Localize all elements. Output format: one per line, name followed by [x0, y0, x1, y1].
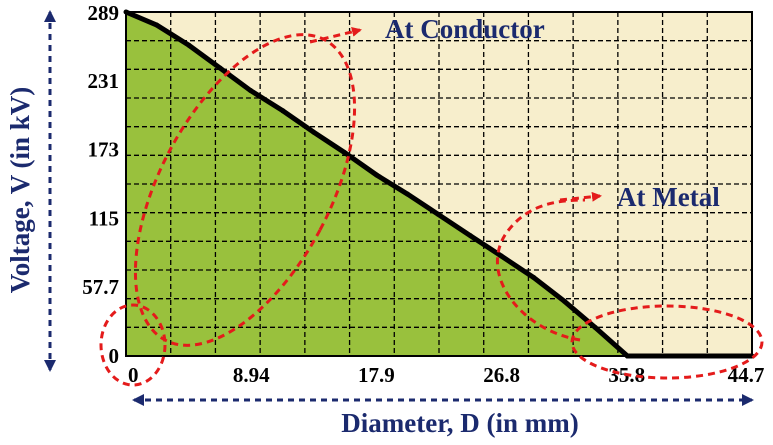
conductor-arrow-line: [309, 27, 362, 44]
data-point: [248, 88, 254, 94]
data-point: [217, 65, 223, 71]
y-tick-label: 173: [88, 138, 120, 162]
data-point: [404, 191, 410, 197]
y-tick-labels: 0 57.7 115 173 231 289: [82, 1, 119, 368]
x-tick-labels: 0 8.94 17.9 26.8 35.8 44.7: [128, 363, 764, 387]
data-point: [468, 233, 474, 239]
data-point: [154, 22, 160, 28]
data-point: [341, 149, 347, 155]
y-tick-label: 57.7: [82, 275, 119, 299]
x-tick-label: 0: [128, 363, 139, 387]
annotation-shapes: [99, 27, 764, 387]
data-point: [186, 42, 192, 48]
y-tick-label: 289: [88, 1, 120, 25]
annotation-at-conductor: At Conductor: [385, 14, 545, 44]
y-tick-label: 115: [89, 206, 119, 230]
plot-frame: [125, 11, 753, 357]
x-tick-label: 8.94: [233, 363, 270, 387]
data-points: [123, 9, 755, 359]
metal-arc: [495, 198, 586, 342]
y-axis-title: Voltage, V (in kV): [5, 87, 35, 294]
data-point: [280, 108, 286, 114]
annotation-at-metal: At Metal: [617, 182, 720, 212]
metal-arrow-line: [559, 191, 602, 202]
data-point: [435, 211, 441, 217]
data-point: [498, 253, 504, 259]
grid: [126, 12, 752, 356]
data-point: [374, 172, 380, 178]
y-tick-label: 231: [88, 69, 120, 93]
data-point: [592, 324, 598, 330]
data-point: [311, 129, 317, 135]
x-tick-label: 17.9: [358, 363, 395, 387]
origin-ellipse: [99, 303, 167, 387]
x-tick-label: 26.8: [483, 363, 520, 387]
data-point: [561, 298, 567, 304]
data-point: [531, 274, 537, 280]
x-axis-title: Diameter, D (in mm): [341, 408, 578, 438]
y-tick-label: 0: [109, 344, 120, 368]
metal-ellipse: [570, 304, 764, 380]
